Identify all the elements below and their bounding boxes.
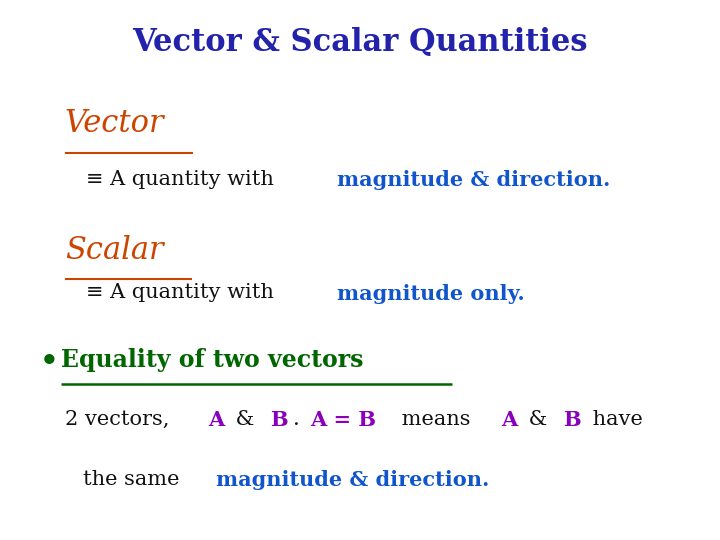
Text: Vector & Scalar Quantities: Vector & Scalar Quantities [132,27,588,58]
Text: B: B [563,410,581,430]
Text: A: A [501,410,518,430]
Text: &: & [522,410,554,429]
Text: &: & [229,410,261,429]
Text: ≡ A quantity with: ≡ A quantity with [86,284,281,302]
Text: Scalar: Scalar [65,235,163,266]
Text: A: A [208,410,224,430]
Text: Vector: Vector [65,108,164,139]
Text: ≡ A quantity with: ≡ A quantity with [86,170,281,189]
Text: .: . [293,410,306,429]
Text: magnitude & direction.: magnitude & direction. [216,470,489,490]
Text: have: have [586,410,643,429]
Text: magnitude & direction.: magnitude & direction. [338,170,611,190]
Text: •: • [40,348,58,376]
Text: means: means [395,410,477,429]
Text: Equality of two vectors: Equality of two vectors [61,348,364,372]
Text: 2 vectors,: 2 vectors, [65,410,176,429]
Text: magnitude only.: magnitude only. [338,284,525,303]
Text: the same: the same [83,470,186,489]
Text: A = B: A = B [310,410,376,430]
Text: B: B [270,410,288,430]
